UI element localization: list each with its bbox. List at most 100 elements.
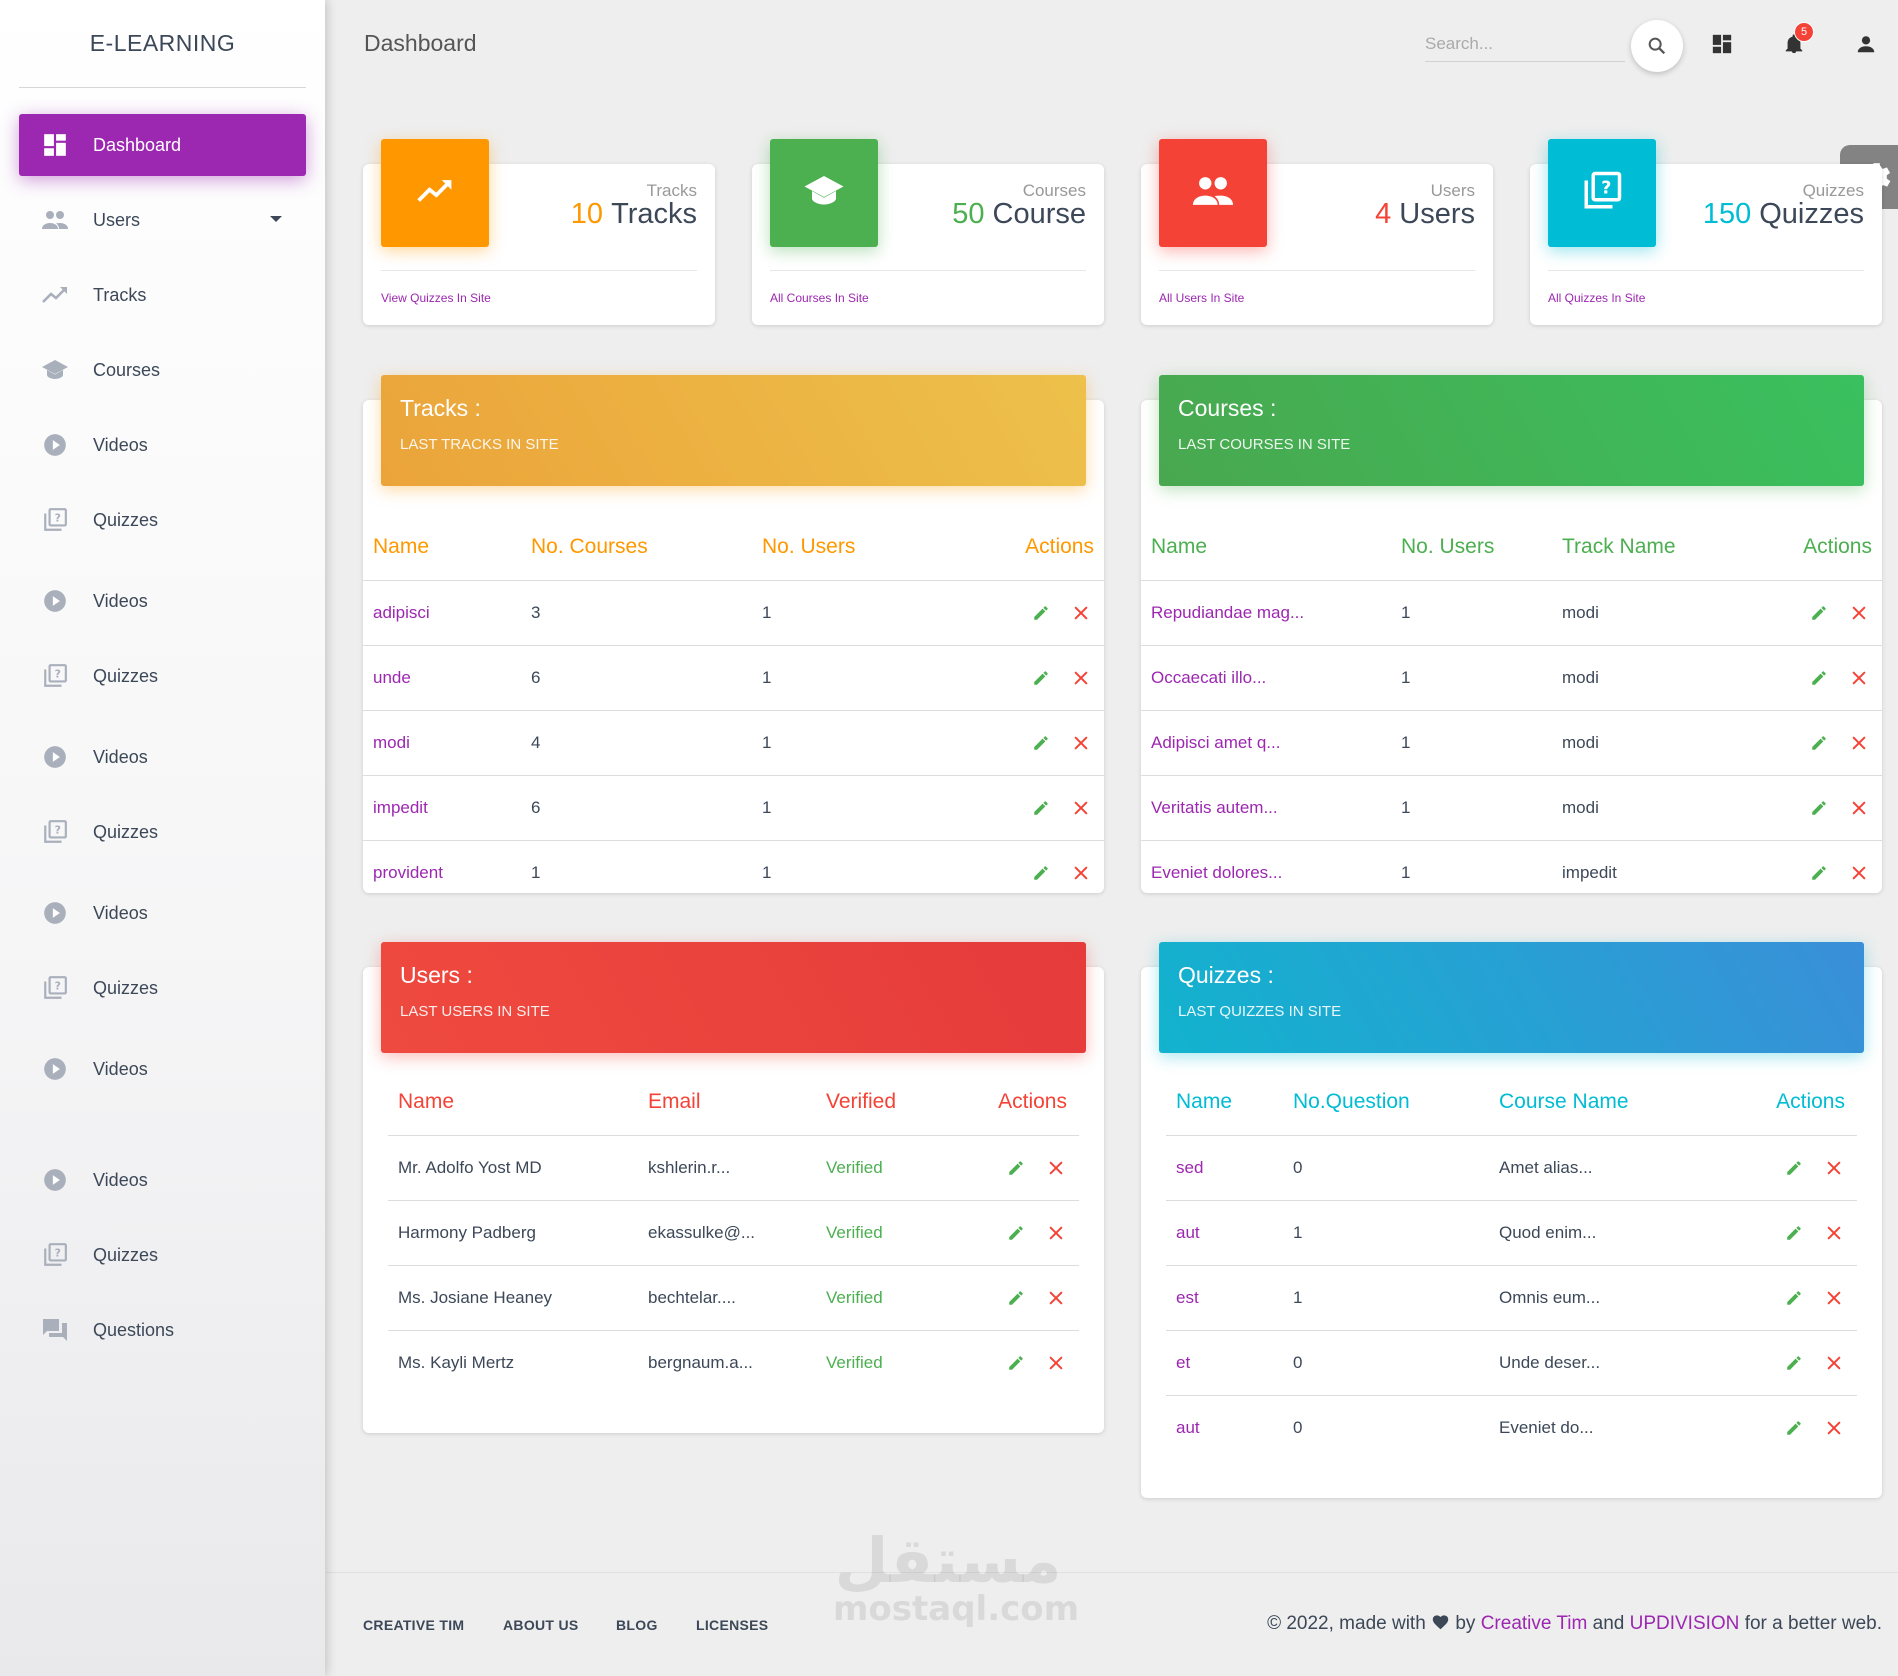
edit-icon[interactable]	[1810, 669, 1828, 687]
table-cell[interactable]: Ms. Kayli Mertz	[398, 1352, 515, 1372]
table-cell[interactable]: sed	[1166, 1135, 1283, 1201]
brand-logo[interactable]: E-LEARNING	[19, 0, 306, 88]
edit-icon[interactable]	[1785, 1159, 1803, 1177]
column-header-actions[interactable]: Actions	[1751, 1069, 1857, 1136]
delete-icon[interactable]	[1850, 799, 1868, 817]
table-cell[interactable]: modi	[363, 710, 521, 776]
column-header-email[interactable]: Email	[638, 1069, 816, 1136]
edit-icon[interactable]	[1810, 604, 1828, 622]
column-header-name[interactable]: Name	[388, 1069, 638, 1136]
table-cell[interactable]: Occaecati illo...	[1141, 645, 1391, 711]
table-cell[interactable]: Harmony Padberg	[388, 1200, 638, 1266]
footer-link-blog[interactable]: BLOG	[616, 1617, 658, 1633]
sidebar-item-questions[interactable]: Questions	[19, 1299, 306, 1361]
delete-icon[interactable]	[1072, 864, 1090, 882]
column-header-no-question[interactable]: No.Question	[1283, 1069, 1489, 1136]
column-header-verified[interactable]: Verified	[816, 1069, 986, 1136]
edit-icon[interactable]	[1032, 864, 1050, 882]
delete-icon[interactable]	[1072, 669, 1090, 687]
sidebar-item-tracks[interactable]: Tracks	[19, 264, 306, 326]
edit-icon[interactable]	[1810, 799, 1828, 817]
table-cell[interactable]: Adipisci amet q...	[1141, 710, 1391, 776]
column-header-no-courses[interactable]: No. Courses	[521, 514, 752, 581]
delete-icon[interactable]	[1072, 604, 1090, 622]
table-cell[interactable]: aut	[1166, 1200, 1283, 1266]
search-input[interactable]	[1425, 26, 1625, 62]
sidebar-item-dashboard[interactable]: Dashboard	[19, 114, 306, 176]
delete-icon[interactable]	[1850, 604, 1868, 622]
sidebar-item-quizzes[interactable]: ? Quizzes	[19, 957, 306, 1019]
table-cell[interactable]: Veritatis autem...	[1141, 775, 1391, 841]
sidebar-item-videos[interactable]: Videos	[19, 882, 306, 944]
stat-footer-link[interactable]: All Courses In Site	[770, 291, 869, 305]
sidebar-item-videos[interactable]: Videos	[19, 414, 306, 476]
sidebar-item-quizzes[interactable]: ? Quizzes	[19, 645, 306, 707]
footer-link-about-us[interactable]: ABOUT US	[503, 1617, 579, 1633]
sidebar-item-quizzes[interactable]: ? Quizzes	[19, 489, 306, 551]
column-header-name[interactable]: Name	[1166, 1069, 1283, 1136]
edit-icon[interactable]	[1785, 1289, 1803, 1307]
search-button[interactable]	[1631, 20, 1683, 72]
dashboard-toggle-button[interactable]	[1706, 28, 1738, 60]
column-header-actions[interactable]: Actions	[1791, 514, 1882, 581]
column-header-course-name[interactable]: Course Name	[1489, 1069, 1751, 1136]
edit-icon[interactable]	[1810, 864, 1828, 882]
delete-icon[interactable]	[1072, 799, 1090, 817]
delete-icon[interactable]	[1047, 1159, 1065, 1177]
edit-icon[interactable]	[1007, 1354, 1025, 1372]
creative-tim-link[interactable]: Creative Tim	[1480, 1613, 1588, 1634]
edit-icon[interactable]	[1810, 734, 1828, 752]
edit-icon[interactable]	[1032, 669, 1050, 687]
sidebar-item-videos[interactable]: Videos	[19, 1038, 306, 1100]
column-header-no-users[interactable]: No. Users	[1391, 514, 1552, 581]
edit-icon[interactable]	[1785, 1224, 1803, 1242]
table-cell[interactable]: est	[1166, 1265, 1283, 1331]
column-header-track-name[interactable]: Track Name	[1552, 514, 1791, 581]
edit-icon[interactable]	[1785, 1419, 1803, 1437]
table-cell[interactable]: et	[1166, 1330, 1283, 1396]
profile-button[interactable]	[1850, 28, 1882, 60]
edit-icon[interactable]	[1785, 1354, 1803, 1372]
sidebar-item-videos[interactable]: Videos	[19, 1149, 306, 1211]
delete-icon[interactable]	[1825, 1159, 1843, 1177]
edit-icon[interactable]	[1007, 1224, 1025, 1242]
footer-link-creative-tim[interactable]: CREATIVE TIM	[363, 1617, 465, 1633]
edit-icon[interactable]	[1007, 1289, 1025, 1307]
column-header-no-users[interactable]: No. Users	[752, 514, 972, 581]
column-header-actions[interactable]: Actions	[972, 514, 1104, 581]
edit-icon[interactable]	[1007, 1159, 1025, 1177]
sidebar-item-quizzes[interactable]: ? Quizzes	[19, 1224, 306, 1286]
stat-footer-link[interactable]: All Quizzes In Site	[1548, 291, 1646, 305]
delete-icon[interactable]	[1825, 1354, 1843, 1372]
sidebar-item-videos[interactable]: Videos	[19, 726, 306, 788]
table-cell[interactable]: impedit	[363, 775, 521, 841]
table-cell[interactable]: Repudiandae mag...	[1141, 580, 1391, 646]
delete-icon[interactable]	[1850, 864, 1868, 882]
delete-icon[interactable]	[1850, 669, 1868, 687]
column-header-name[interactable]: Name	[1141, 514, 1391, 581]
table-cell[interactable]: provident	[373, 862, 443, 882]
stat-footer-link[interactable]: All Users In Site	[1159, 291, 1245, 305]
delete-icon[interactable]	[1047, 1354, 1065, 1372]
delete-icon[interactable]	[1850, 734, 1868, 752]
delete-icon[interactable]	[1825, 1289, 1843, 1307]
delete-icon[interactable]	[1047, 1289, 1065, 1307]
sidebar-item-quizzes[interactable]: ? Quizzes	[19, 801, 306, 863]
sidebar-item-courses[interactable]: Courses	[19, 339, 306, 401]
delete-icon[interactable]	[1047, 1224, 1065, 1242]
sidebar-item-users[interactable]: Users	[19, 189, 306, 251]
edit-icon[interactable]	[1032, 604, 1050, 622]
sidebar-item-videos[interactable]: Videos	[19, 570, 306, 632]
delete-icon[interactable]	[1825, 1224, 1843, 1242]
edit-icon[interactable]	[1032, 734, 1050, 752]
footer-link-licenses[interactable]: LICENSES	[696, 1617, 769, 1633]
delete-icon[interactable]	[1072, 734, 1090, 752]
table-cell[interactable]: adipisci	[363, 580, 521, 646]
table-cell[interactable]: Ms. Josiane Heaney	[388, 1265, 638, 1331]
table-cell[interactable]: Mr. Adolfo Yost MD	[388, 1135, 638, 1201]
table-cell[interactable]: Eveniet dolores...	[1151, 862, 1283, 882]
table-cell[interactable]: aut	[1176, 1417, 1200, 1437]
updivision-link[interactable]: UPDIVISION	[1629, 1613, 1740, 1634]
delete-icon[interactable]	[1825, 1419, 1843, 1437]
table-cell[interactable]: unde	[363, 645, 521, 711]
